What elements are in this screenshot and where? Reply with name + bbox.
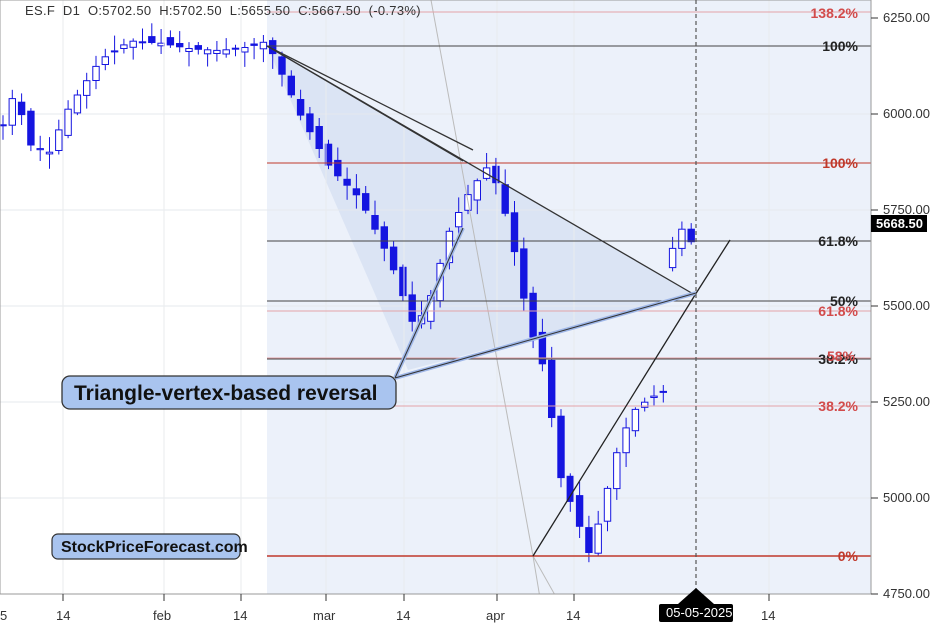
svg-text:5750.00: 5750.00 [883,202,930,217]
svg-text:apr: apr [486,608,505,623]
svg-text:mar: mar [313,608,336,623]
svg-text:14: 14 [56,608,70,623]
svg-text:StockPriceForecast.com: StockPriceForecast.com [61,539,248,556]
svg-text:6000.00: 6000.00 [883,106,930,121]
svg-text:14: 14 [233,608,247,623]
svg-text:61.8%: 61.8% [818,233,858,249]
svg-text:5250.00: 5250.00 [883,394,930,409]
svg-text:6250.00: 6250.00 [883,10,930,25]
svg-text:14: 14 [761,608,775,623]
svg-text:61.8%: 61.8% [818,303,858,319]
svg-text:5500.00: 5500.00 [883,298,930,313]
svg-text:100%: 100% [822,155,858,171]
svg-text:ES.F D1 O:5702.50 H:5702.50: ES.F D1 O:5702.50 H:5702.50 L:5655.50 C:… [25,3,421,18]
svg-text:feb: feb [153,608,171,623]
svg-text:58%: 58% [827,348,856,364]
svg-text:5000.00: 5000.00 [883,490,930,505]
svg-text:14: 14 [566,608,580,623]
svg-text:5668.50: 5668.50 [876,216,923,231]
svg-text:5: 5 [0,608,7,623]
svg-text:38.2%: 38.2% [818,398,858,414]
svg-text:4750.00: 4750.00 [883,586,930,601]
svg-text:138.2%: 138.2% [811,5,859,21]
svg-text:05-05-2025: 05-05-2025 [666,605,733,620]
svg-text:0%: 0% [838,548,859,564]
svg-text:Triangle-vertex-based reversal: Triangle-vertex-based reversal [74,382,378,405]
svg-text:100%: 100% [822,38,858,54]
svg-text:14: 14 [396,608,410,623]
